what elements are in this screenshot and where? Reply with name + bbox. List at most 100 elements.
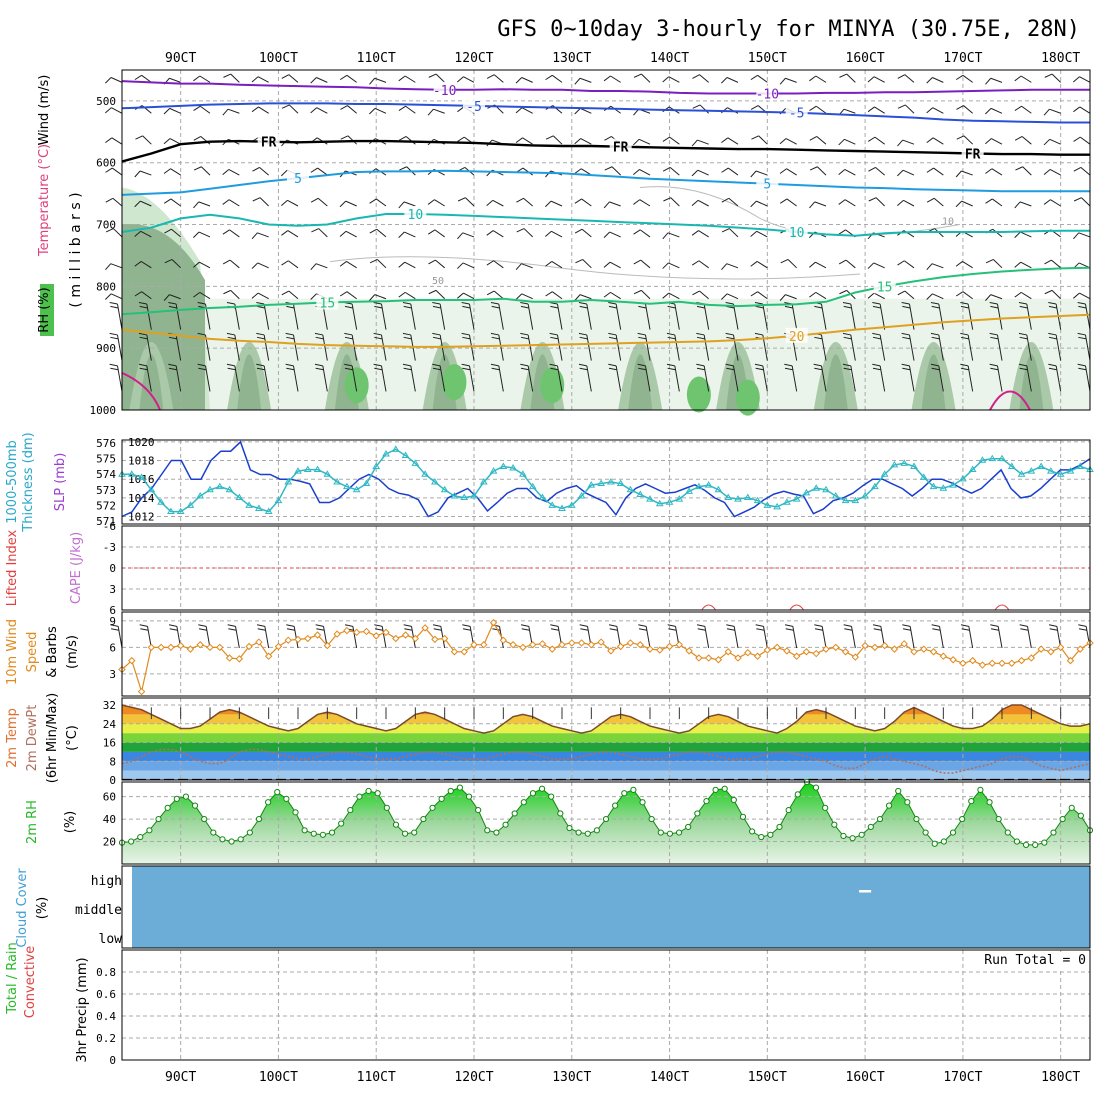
wind-barb-flag	[574, 138, 582, 145]
rh-marker	[703, 797, 710, 805]
wind-barb	[762, 303, 768, 330]
rh-marker	[849, 835, 856, 842]
wind-barb-flag	[814, 336, 823, 340]
wind-barb-flag	[838, 199, 846, 205]
wind-barb-flag	[105, 137, 113, 144]
wind-barb	[1055, 334, 1062, 361]
wind-barb-flag	[955, 200, 963, 208]
wind-barb	[909, 626, 915, 649]
temperature-contour	[121, 213, 1090, 237]
wind-barb	[1050, 199, 1061, 207]
thickness-marker	[1066, 467, 1075, 474]
rh-marker	[685, 823, 692, 831]
contour-label-bg	[756, 175, 779, 191]
thickness-marker	[460, 493, 469, 501]
wind-barb	[908, 334, 915, 361]
wind-barb-flag	[193, 166, 202, 171]
rh-marker	[557, 810, 564, 817]
wind-barb-flag	[926, 137, 934, 144]
wind-barb-flag	[960, 367, 969, 371]
wind-speed-marker	[646, 645, 654, 653]
wind-barb	[322, 365, 328, 392]
wind-barb	[703, 334, 710, 361]
temperature-contour	[121, 266, 1091, 316]
wind-barb	[556, 303, 563, 330]
wind-barb	[1020, 75, 1032, 83]
wind-barb-flag	[369, 259, 378, 264]
y-axis-label: Wind (m/s)	[37, 75, 52, 146]
y-axis-label: (°C)	[65, 725, 80, 751]
thickness-marker	[1017, 470, 1026, 477]
wind-barb	[380, 334, 387, 361]
panel-frame	[121, 439, 1091, 525]
wind-speed-marker	[372, 632, 380, 640]
wind-barb-flag	[403, 305, 412, 309]
wind-speed-marker	[929, 648, 938, 656]
wind-barb-flag	[960, 624, 969, 627]
wind-barb-flag	[310, 107, 318, 114]
rh-marker	[831, 821, 838, 828]
wind-barb-flag	[516, 197, 524, 203]
wind-barb	[875, 197, 886, 207]
rh-contour	[329, 256, 861, 280]
wind-barb-flag	[339, 261, 347, 267]
rh-marker	[593, 827, 600, 834]
contour-label-bg	[873, 278, 896, 294]
wind-barb	[641, 73, 651, 83]
wind-speed-marker	[753, 652, 762, 660]
rh-marker	[694, 810, 701, 817]
wind-barb-flag	[667, 305, 676, 309]
wind-barb-flag	[843, 305, 852, 309]
wind-barb	[227, 108, 240, 114]
wind-barb	[553, 135, 563, 145]
wind-speed-marker	[128, 656, 136, 665]
wind-barb	[316, 77, 328, 83]
wind-barb-flag	[867, 262, 875, 269]
wind-barb	[380, 303, 387, 330]
wind-barb-flag	[956, 105, 964, 110]
rh-marker	[338, 820, 345, 827]
wind-barb-flag	[545, 291, 553, 297]
y-tick-label: 572	[96, 499, 116, 512]
wind-barb-flag	[697, 628, 706, 631]
wind-barb-flag	[457, 262, 464, 269]
wind-barb	[638, 138, 651, 145]
wind-barb	[703, 303, 710, 330]
wind-barb	[199, 291, 211, 300]
wind-speed-marker	[411, 634, 420, 643]
wind-barb	[169, 107, 181, 114]
wind-barb	[931, 263, 944, 269]
wind-barb	[933, 167, 944, 176]
wind-barb	[521, 77, 533, 83]
wind-barb-flag	[603, 201, 610, 209]
wind-barb-flag	[838, 138, 845, 146]
thickness-marker	[665, 498, 674, 505]
wind-speed-marker	[137, 687, 146, 696]
wind-barb-flag	[726, 628, 735, 631]
wind-speed-marker	[832, 643, 840, 652]
wind-barb-flag	[163, 138, 171, 145]
wind-barb-flag	[252, 197, 261, 202]
wind-speed-marker	[274, 642, 283, 651]
wind-barb	[522, 137, 533, 145]
wind-barb-flag	[110, 628, 119, 631]
thickness-marker	[587, 481, 596, 488]
wind-barb	[229, 229, 240, 238]
rh-marker	[1059, 815, 1066, 823]
wind-barb-flag	[754, 363, 763, 367]
thickness-marker	[215, 482, 224, 490]
wind-barb-flag	[285, 332, 294, 336]
cape-blip	[789, 604, 805, 611]
wind-barb	[732, 334, 739, 361]
y-tick-label: 575	[96, 453, 116, 466]
thickness-marker	[391, 445, 400, 452]
wind-barb-flag	[373, 363, 382, 367]
wind-speed-marker	[1027, 654, 1036, 662]
y-tick-label: 573	[96, 484, 116, 497]
thickness-marker	[871, 482, 879, 490]
wind-barb-flag	[813, 363, 822, 367]
wind-barb	[375, 198, 387, 207]
wind-barb	[908, 365, 915, 392]
rh-marker	[246, 829, 253, 836]
wind-barb-flag	[638, 628, 647, 631]
